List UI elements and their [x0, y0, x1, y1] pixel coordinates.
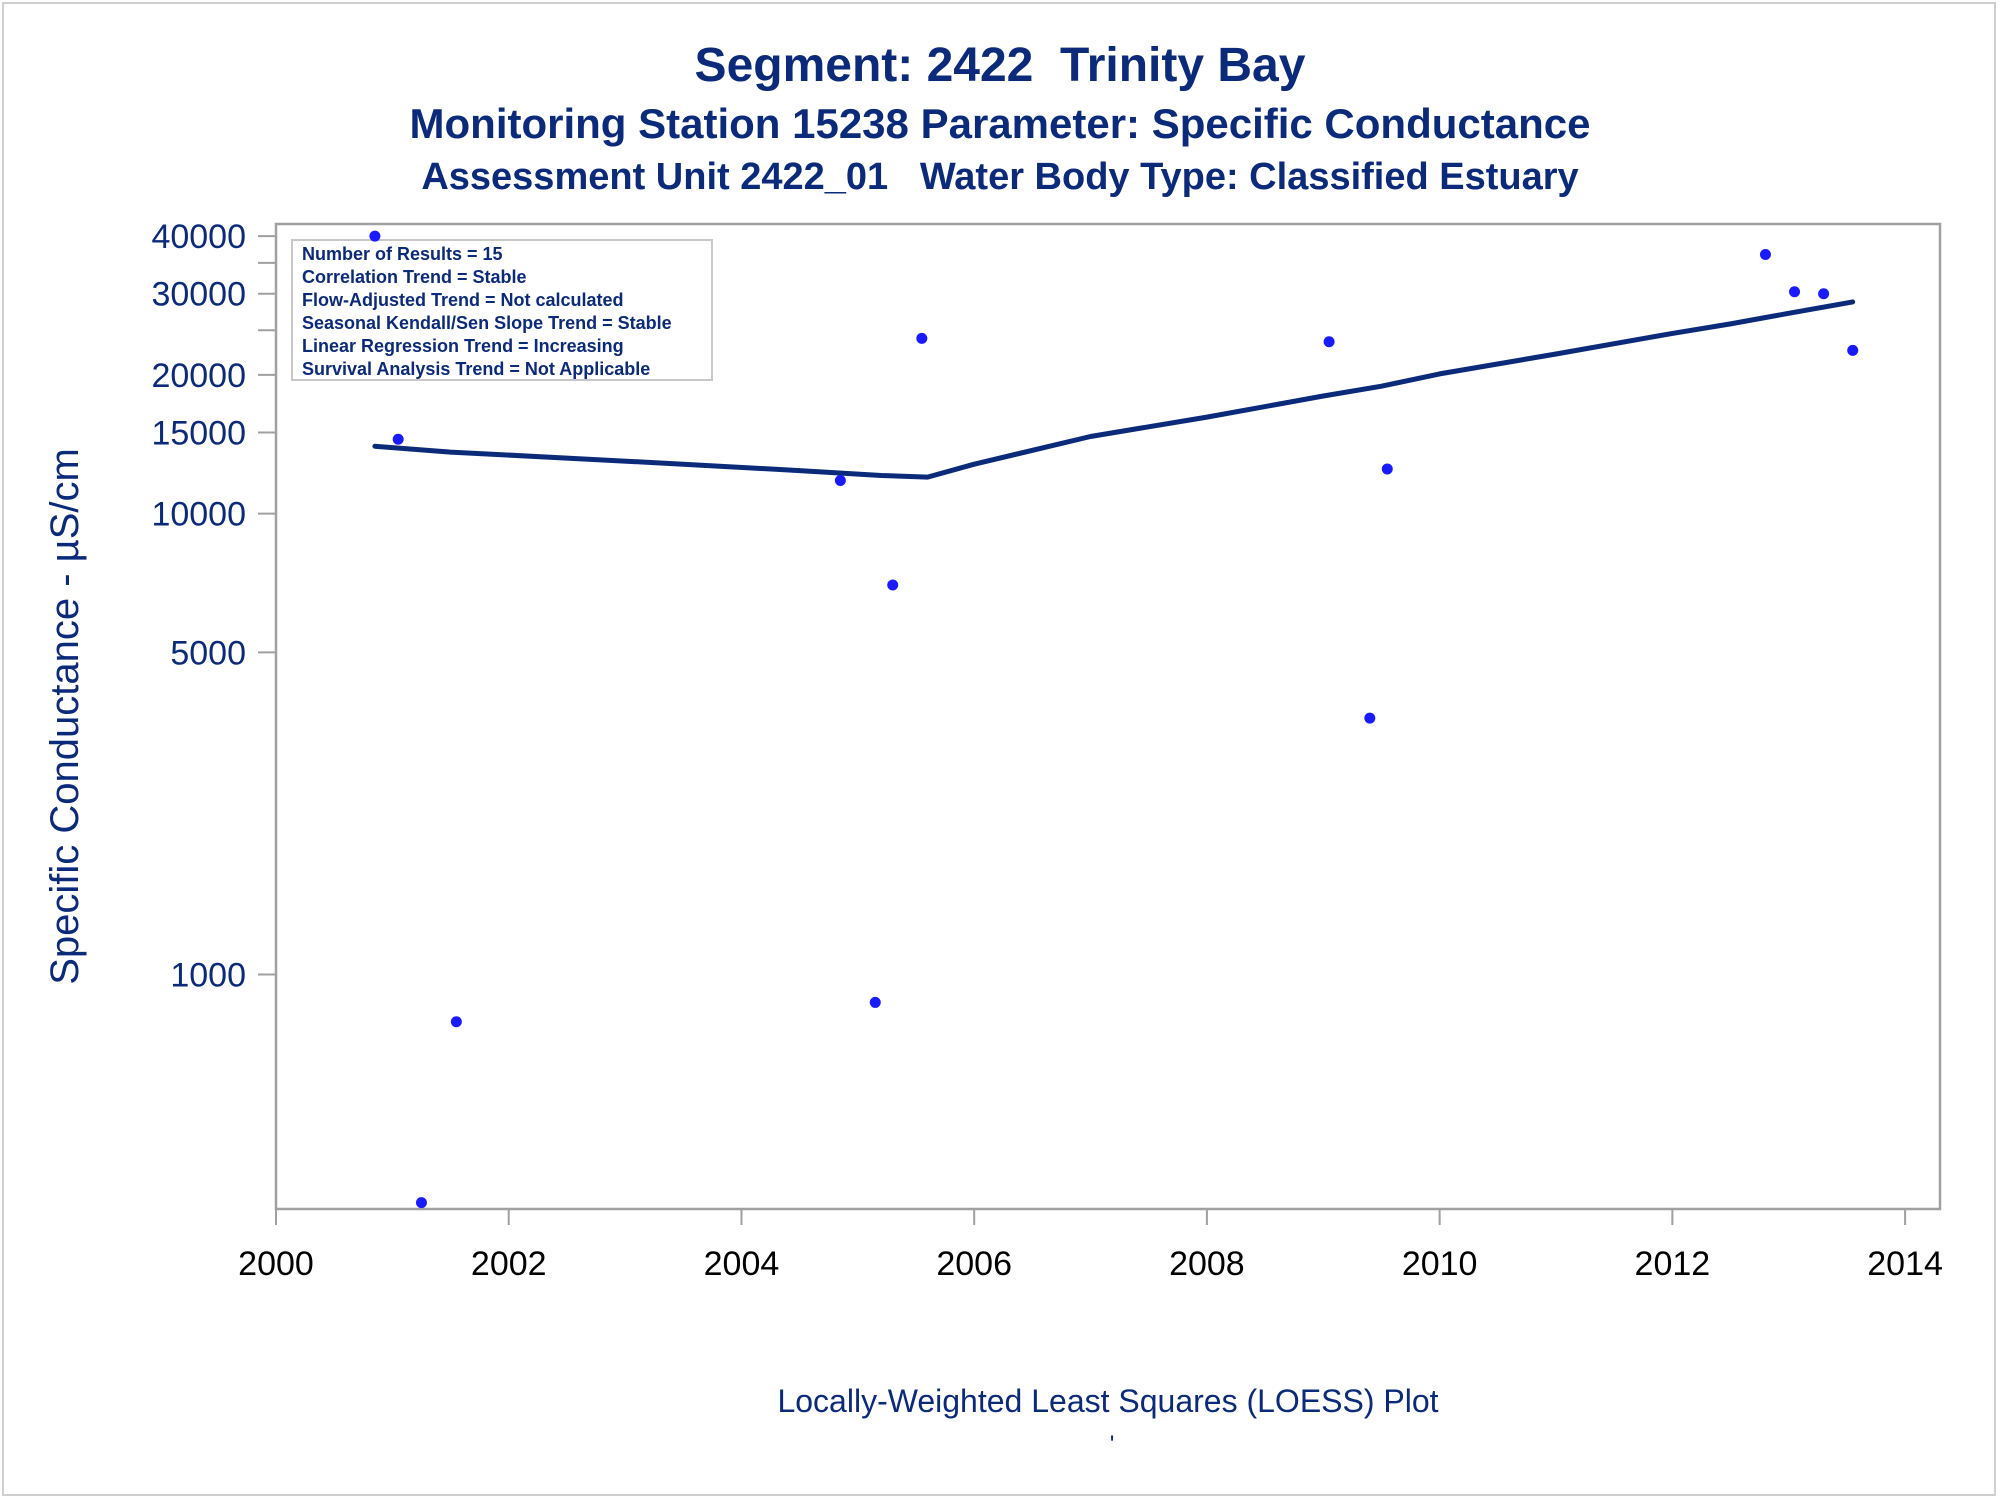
data-points-series	[369, 230, 1859, 1209]
y-axis: 1000 5000 10000 15000 20000 30000 40000	[151, 218, 276, 995]
y-tick-label: 15000	[151, 414, 246, 452]
x-tick-label: 2004	[704, 1245, 780, 1283]
statistics-box: Number of Results = 15 Correlation Trend …	[291, 239, 713, 381]
data-point	[1381, 463, 1393, 475]
y-tick-label: 40000	[151, 218, 246, 256]
loess-trend-line	[372, 299, 1856, 480]
data-point	[1818, 288, 1830, 300]
data-point	[1323, 336, 1335, 348]
statistics-line: Number of Results = 15	[302, 244, 503, 264]
data-point	[834, 475, 846, 487]
chart-subtitle-2: Assessment Unit 2422_01 Water Body Type:…	[421, 156, 1579, 198]
data-point	[887, 579, 899, 591]
data-point	[1759, 248, 1771, 260]
y-axis-label: Specific Conductance - µS/cm	[43, 448, 87, 985]
chart-title: Segment: 2422 Trinity Bay	[694, 39, 1306, 92]
y-tick-label: 30000	[151, 276, 246, 314]
loess-series	[372, 299, 1856, 480]
data-point	[450, 1016, 462, 1028]
x-axis: 2000 2002 2004 2006 2008 2010 2012 2014	[238, 1209, 1943, 1283]
statistics-line: Survival Analysis Trend = Not Applicable	[302, 359, 650, 379]
y-tick-label: 10000	[151, 496, 246, 534]
data-point	[869, 996, 881, 1008]
y-tick-label: 20000	[151, 357, 246, 395]
statistics-line: Correlation Trend = Stable	[302, 267, 527, 287]
footer-mark: '	[1110, 1431, 1115, 1458]
data-point	[1364, 712, 1376, 724]
x-tick-label: 2000	[238, 1245, 314, 1283]
plot-type-label: Locally-Weighted Least Squares (LOESS) P…	[777, 1383, 1438, 1419]
statistics-box-border	[291, 239, 713, 381]
statistics-line: Flow-Adjusted Trend = Not calculated	[302, 290, 624, 310]
x-tick-label: 2010	[1402, 1245, 1478, 1283]
x-tick-label: 2002	[471, 1245, 547, 1283]
x-tick-label: 2014	[1867, 1245, 1943, 1283]
x-tick-label: 2012	[1635, 1245, 1711, 1283]
x-tick-label: 2006	[936, 1245, 1012, 1283]
data-point	[1847, 344, 1859, 356]
statistics-line: Seasonal Kendall/Sen Slope Trend = Stabl…	[302, 313, 672, 333]
y-tick-label: 5000	[170, 634, 246, 672]
data-point	[369, 230, 381, 242]
data-point	[916, 332, 928, 344]
data-point	[415, 1197, 427, 1209]
statistics-line: Linear Regression Trend = Increasing	[302, 336, 624, 356]
chart-subtitle: Monitoring Station 15238 Parameter: Spec…	[409, 100, 1591, 147]
plot-frame	[274, 222, 1942, 1211]
y-tick-label: 1000	[170, 957, 246, 995]
data-point	[1789, 286, 1801, 298]
data-point	[392, 433, 404, 445]
x-tick-label: 2008	[1169, 1245, 1245, 1283]
